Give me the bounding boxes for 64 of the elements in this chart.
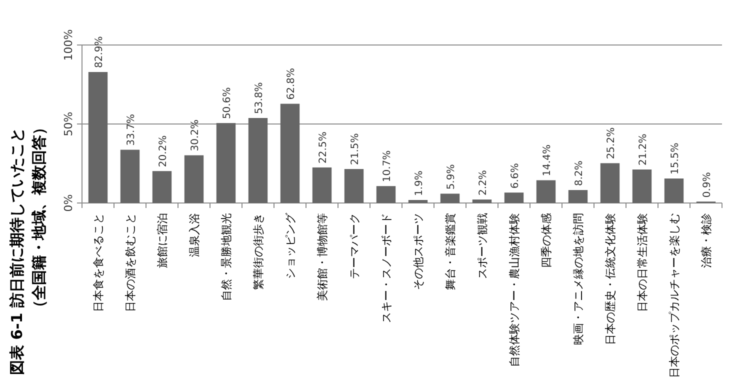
bar — [216, 123, 236, 203]
bar — [472, 200, 492, 203]
data-label: 10.7% — [382, 150, 393, 182]
y-tick-label: 100% — [62, 29, 75, 61]
x-tick-label: スキー・スノーボード — [380, 213, 393, 323]
bar — [120, 150, 140, 203]
data-label: 15.5% — [670, 142, 681, 175]
bar — [568, 190, 588, 203]
data-label: 8.2% — [574, 160, 585, 186]
data-label: 25.2% — [606, 127, 617, 160]
x-tick-label: スポーツ観戦 — [476, 213, 489, 279]
x-tick-label: ショッピング — [284, 212, 297, 279]
x-tick-label: その他スポーツ — [412, 213, 425, 290]
data-label: 33.7% — [126, 114, 137, 146]
bar — [184, 155, 204, 203]
x-tick-label: 日本のポップカルチャーを楽しむ — [668, 213, 681, 378]
bar — [536, 180, 556, 203]
x-tick-label: 温泉入浴 — [188, 213, 201, 257]
text: （全国籍・地域、複数回答） — [30, 120, 48, 315]
x-tick-label: 日本の日常生活体験 — [636, 213, 649, 312]
x-tick-label: 日本の酒を飲むこと — [124, 213, 137, 312]
x-tick-label: 治療・検診 — [700, 213, 713, 268]
bar — [504, 192, 524, 203]
data-label: 21.5% — [350, 133, 361, 166]
x-tick-label: 四季の体感 — [540, 213, 553, 268]
bar — [344, 169, 364, 203]
data-label: 30.2% — [190, 120, 201, 152]
data-label: 14.4% — [542, 144, 553, 176]
x-tick-label: 日本食を食べること — [92, 213, 105, 312]
data-label: 53.8% — [254, 82, 265, 114]
bar — [440, 194, 460, 203]
data-label: 50.6% — [222, 87, 233, 120]
bar — [632, 170, 652, 203]
x-tick-label: 繁華街の街歩き — [252, 213, 265, 290]
y-tick-label: 0% — [62, 194, 75, 212]
bar — [664, 178, 684, 203]
bar — [600, 163, 620, 203]
data-label: 82.9% — [94, 36, 105, 68]
text: 図表 6-1 訪日前に期待していたこと — [8, 127, 26, 375]
data-label: 2.2% — [478, 170, 489, 196]
bar — [248, 118, 268, 203]
data-label: 1.9% — [414, 170, 425, 196]
x-tick-label: 旅館に宿泊 — [156, 213, 169, 268]
x-tick-label: 舞台・音楽鑑賞 — [444, 213, 457, 290]
bar — [280, 104, 300, 203]
x-tick-label: 美術館・博物館等 — [316, 213, 329, 301]
data-label: 20.2% — [158, 135, 169, 168]
x-tick-label: 日本の歴史・伝統文化体験 — [604, 213, 617, 345]
data-label: 21.2% — [638, 134, 649, 166]
x-tick-label: 自然・景勝地観光 — [220, 213, 233, 301]
bar — [152, 171, 172, 203]
x-tick-label: 自然体験ツアー・農山漁村体験 — [508, 213, 521, 367]
y-tick-label: 50% — [62, 112, 75, 136]
bar — [312, 167, 332, 203]
data-label: 22.5% — [318, 132, 329, 164]
data-label: 0.9% — [702, 172, 713, 198]
data-label: 62.8% — [286, 68, 297, 100]
x-tick-label: 映画・アニメ縁の地を訪問 — [572, 213, 585, 345]
data-label: 5.9% — [446, 164, 457, 190]
data-label: 6.6% — [510, 163, 521, 189]
bar — [376, 186, 396, 203]
bar — [408, 200, 428, 203]
bar — [88, 72, 108, 203]
x-tick-label: テーマパーク — [348, 213, 361, 279]
